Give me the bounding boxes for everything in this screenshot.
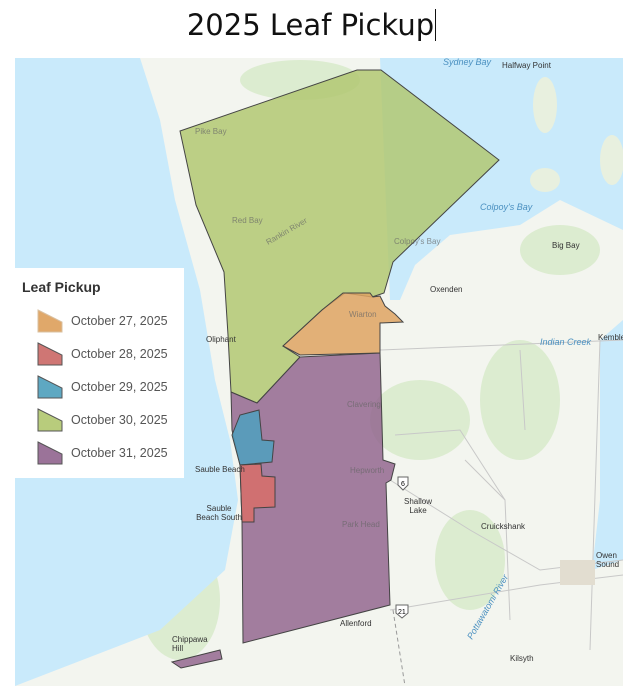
- label-chippawa-hill: Chippawa Hill: [172, 635, 208, 653]
- legend: Leaf Pickup October 27, 2025 October 28,…: [15, 268, 184, 478]
- label-sydney-bay: Sydney Bay: [443, 58, 492, 67]
- label-allenford: Allenford: [340, 619, 372, 628]
- label-clavering: Clavering: [347, 400, 381, 409]
- label-sauble-beach-south: Sauble Beach South: [196, 504, 242, 522]
- boundary-line: [392, 609, 406, 686]
- zone-october-28[interactable]: [239, 463, 276, 523]
- label-owen-sound: Owen Sound: [596, 551, 620, 569]
- label-red-bay: Red Bay: [232, 216, 263, 225]
- label-indian-creek: Indian Creek: [540, 337, 592, 347]
- label-colpoys-bay-water: Colpoy's Bay: [480, 202, 533, 212]
- swatch-icon: [37, 342, 63, 366]
- label-park-head: Park Head: [342, 520, 380, 529]
- label-wiarton: Wiarton: [349, 310, 377, 319]
- swatch-icon: [37, 408, 63, 432]
- label-pike-bay: Pike Bay: [195, 127, 227, 136]
- svg-text:6: 6: [401, 481, 405, 488]
- zone-october-31-strip[interactable]: [170, 649, 223, 669]
- zone-october-27[interactable]: [282, 292, 405, 356]
- label-halfway-point: Halfway Point: [502, 61, 552, 70]
- label-hepworth: Hepworth: [350, 466, 384, 475]
- legend-item-october-30: October 30, 2025: [37, 408, 168, 432]
- label-big-bay: Big Bay: [552, 241, 580, 250]
- legend-item-october-27: October 27, 2025: [37, 309, 168, 333]
- label-kilsyth: Kilsyth: [510, 654, 534, 663]
- islands: [530, 77, 623, 192]
- label-sauble-beach: Sauble Beach: [195, 465, 245, 474]
- label-shallow-lake: Shallow Lake: [403, 497, 432, 515]
- label-cruickshank: Cruickshank: [481, 522, 526, 531]
- legend-item-october-31: October 31, 2025: [37, 441, 168, 465]
- highway-shield-6: 6: [397, 476, 409, 491]
- owen-sound-urban: [560, 560, 595, 585]
- page-title: 2025 Leaf Pickup: [186, 8, 437, 42]
- zone-october-31[interactable]: [230, 352, 396, 644]
- highway-shield-21: 21: [395, 604, 409, 619]
- label-colpoys-bay-town: Colpoy's Bay: [394, 237, 440, 246]
- swatch-icon: [37, 441, 63, 465]
- text-cursor: [435, 9, 437, 41]
- svg-text:21: 21: [398, 609, 406, 616]
- legend-item-october-29: October 29, 2025: [37, 375, 168, 399]
- legend-item-october-28: October 28, 2025: [37, 342, 168, 366]
- swatch-icon: [37, 309, 63, 333]
- legend-title: Leaf Pickup: [22, 279, 101, 295]
- swatch-icon: [37, 375, 63, 399]
- label-kemble: Kemble: [598, 333, 623, 342]
- roads: [379, 339, 623, 651]
- label-oxenden: Oxenden: [430, 285, 462, 294]
- label-oliphant: Oliphant: [206, 335, 237, 344]
